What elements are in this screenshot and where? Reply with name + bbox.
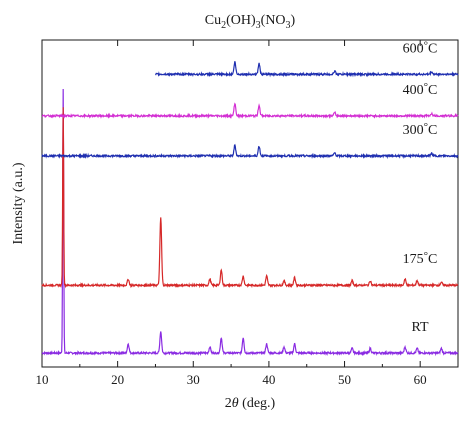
x-tick-label: 40 [262, 372, 275, 387]
curve-label-2: 175°C [403, 250, 438, 267]
curve-label-3: 300°C [403, 121, 438, 138]
curve-label-5: 600°C [403, 39, 438, 56]
series-line-5 [154, 61, 459, 78]
chart-title: Cu2(OH)3(NO3) [205, 13, 296, 31]
x-tick-label: 20 [111, 372, 124, 387]
plot-frame [41, 39, 459, 368]
x-tick-label: 10 [36, 372, 49, 387]
series-line-1 [41, 88, 459, 357]
x-axis-title: 2θ (deg.) [225, 396, 276, 411]
series-line-4 [41, 102, 459, 119]
series-line-3 [41, 143, 459, 160]
curve-label-1: RT [411, 320, 428, 335]
x-tick-label: 30 [187, 372, 200, 387]
x-tick-label: 60 [414, 372, 427, 387]
curve-labels: RT 175°C 300°C 400°C 600°C [403, 39, 438, 335]
x-tick-label: 50 [338, 372, 351, 387]
curve-label-4: 400°C [403, 81, 438, 98]
series-line-2 [41, 107, 459, 289]
x-axis-ticks: 10 20 30 40 50 60 [36, 40, 427, 387]
y-axis-title: Intensity (a.u.) [11, 162, 26, 244]
series-layer [41, 61, 459, 357]
